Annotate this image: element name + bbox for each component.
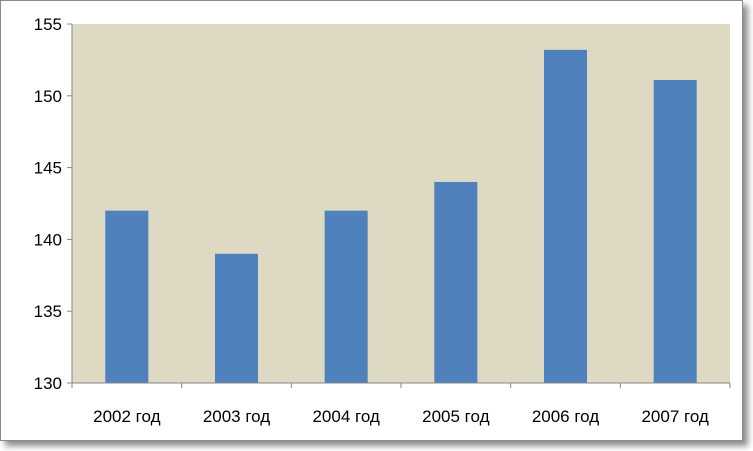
bar-2: [324, 210, 368, 383]
y-tick-label-3: 145: [34, 159, 62, 178]
bar-5: [653, 80, 697, 383]
y-tick-label-5: 155: [34, 15, 62, 34]
x-tick-label-1: 2003 год: [203, 407, 270, 426]
bar-group: [105, 49, 697, 384]
y-tick-label-1: 135: [34, 302, 62, 321]
x-tick-label-0: 2002 год: [93, 407, 160, 426]
bar-1: [215, 253, 258, 383]
bar-3: [434, 181, 478, 383]
x-tick-label-5: 2007 год: [641, 407, 708, 426]
plot-area: [72, 24, 730, 383]
y-tick-label-0: 130: [34, 374, 62, 393]
y-axis-ticks: 130 135 140 145 150 155: [34, 15, 72, 393]
x-tick-label-4: 2006 год: [532, 407, 599, 426]
bar-0: [105, 210, 149, 383]
x-tick-label-3: 2005 год: [422, 407, 489, 426]
y-tick-label-2: 140: [34, 230, 62, 249]
x-axis-ticks: 2002 год 2003 год 2004 год 2005 год 2006 год…: [71, 383, 731, 426]
y-tick-label-4: 150: [34, 87, 62, 106]
x-tick-label-2: 2004 год: [312, 407, 379, 426]
bar-4: [544, 49, 587, 384]
